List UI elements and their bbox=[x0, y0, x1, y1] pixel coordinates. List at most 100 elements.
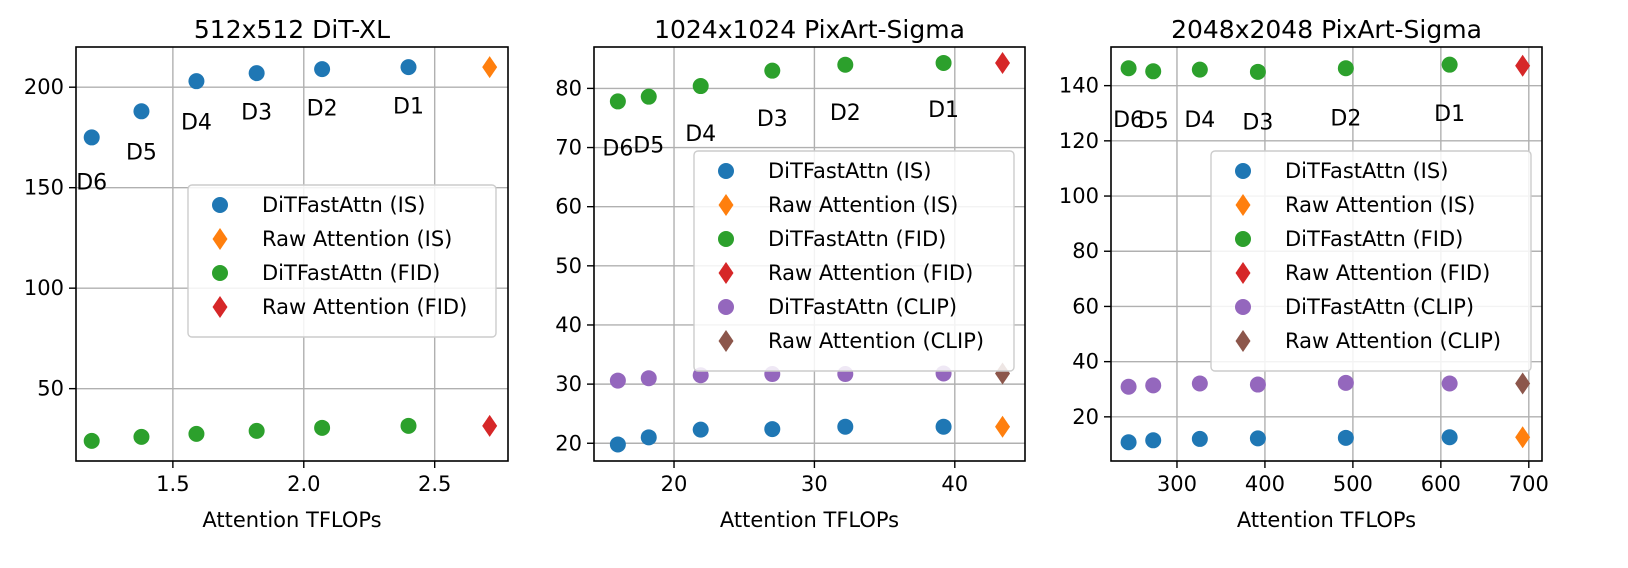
legend-label: Raw Attention (CLIP) bbox=[1285, 329, 1501, 353]
series-raw-attention-fid bbox=[1515, 54, 1531, 77]
series-raw-attention-clip bbox=[1515, 372, 1531, 395]
y-tick-label: 60 bbox=[555, 195, 582, 219]
data-point bbox=[764, 62, 781, 79]
legend-marker bbox=[212, 296, 228, 318]
legend-label: DiTFastAttn (FID) bbox=[262, 261, 440, 285]
data-point bbox=[1249, 430, 1266, 447]
x-tick-label: 700 bbox=[1509, 472, 1549, 496]
data-point bbox=[1145, 377, 1162, 394]
x-axis-label: Attention TFLOPs bbox=[1237, 508, 1416, 532]
y-tick-label: 100 bbox=[24, 276, 64, 300]
legend-label: DiTFastAttn (IS) bbox=[1285, 159, 1448, 183]
data-point bbox=[1120, 60, 1137, 77]
annotation-label: D6 bbox=[76, 171, 107, 196]
series-ditfastattn-is bbox=[1120, 429, 1458, 451]
data-point bbox=[1337, 429, 1354, 446]
series-ditfastattn-is bbox=[83, 59, 417, 146]
y-tick-label: 100 bbox=[1059, 184, 1099, 208]
series-ditfastattn-clip bbox=[1120, 374, 1458, 395]
data-point bbox=[248, 422, 265, 439]
legend: DiTFastAttn (IS) Raw Attention (IS) DiTFas… bbox=[187, 184, 497, 338]
data-point bbox=[1191, 375, 1208, 392]
series-raw-attention-is bbox=[1515, 426, 1531, 449]
data-point bbox=[640, 88, 657, 105]
data-point bbox=[482, 414, 498, 437]
x-tick-label: 30 bbox=[801, 472, 828, 496]
data-point bbox=[1441, 375, 1458, 392]
data-point bbox=[995, 51, 1011, 74]
legend-marker bbox=[1235, 262, 1251, 284]
legend-marker bbox=[718, 231, 734, 247]
annotation-label: D5 bbox=[633, 134, 664, 159]
annotation-label: D1 bbox=[1434, 102, 1465, 127]
data-point bbox=[314, 61, 331, 78]
subplot-2: 20 30 40 20 30 40 50 60 70 80 D6 D5 D4 D3 D2 D1 DiTFastA… bbox=[555, 15, 1026, 532]
series-ditfastattn-fid bbox=[83, 417, 417, 449]
data-point bbox=[1120, 378, 1137, 395]
legend-label: Raw Attention (FID) bbox=[262, 295, 467, 319]
legend: DiTFastAttn (IS) Raw Attention (IS) DiTFas… bbox=[1210, 150, 1532, 372]
annotation-label: D2 bbox=[307, 96, 338, 121]
legend-frame bbox=[1210, 150, 1532, 372]
data-point bbox=[188, 73, 205, 90]
legend-marker bbox=[212, 265, 228, 281]
data-point bbox=[1337, 60, 1354, 77]
annotation-label: D6 bbox=[602, 137, 633, 162]
series-raw-attention-fid bbox=[482, 414, 498, 437]
data-point bbox=[692, 78, 709, 95]
legend-marker bbox=[212, 228, 228, 250]
legend-label: Raw Attention (IS) bbox=[768, 193, 958, 217]
x-axis-label: Attention TFLOPs bbox=[720, 508, 899, 532]
data-point bbox=[692, 421, 709, 438]
y-tick-label: 20 bbox=[1072, 405, 1099, 429]
data-point bbox=[1337, 374, 1354, 391]
legend-marker bbox=[718, 299, 734, 315]
series-ditfastattn-fid bbox=[1120, 56, 1458, 80]
data-point bbox=[1191, 430, 1208, 447]
y-tick-label: 70 bbox=[555, 136, 582, 160]
data-point bbox=[400, 417, 417, 434]
y-tick-label: 50 bbox=[555, 254, 582, 278]
annotation-label: D2 bbox=[830, 101, 861, 126]
data-point bbox=[640, 370, 657, 387]
x-tick-label: 2.5 bbox=[418, 472, 451, 496]
data-point bbox=[400, 59, 417, 76]
data-point bbox=[837, 418, 854, 435]
series-raw-attention-fid bbox=[995, 51, 1011, 74]
series-raw-attention-is bbox=[995, 415, 1011, 438]
data-point bbox=[83, 432, 100, 449]
y-tick-label: 140 bbox=[1059, 74, 1099, 98]
legend-label: Raw Attention (FID) bbox=[1285, 261, 1490, 285]
y-tick-label: 80 bbox=[1072, 239, 1099, 263]
series-ditfastattn-is bbox=[609, 418, 952, 453]
subplot-1: 1.5 2.0 2.5 50 100 150 200 D6 D5 D4 D3 D2 D1 DiTFastA… bbox=[24, 15, 509, 532]
y-tick-label: 50 bbox=[37, 377, 64, 401]
data-point bbox=[935, 418, 952, 435]
legend-label: DiTFastAttn (IS) bbox=[262, 193, 425, 217]
legend-label: DiTFastAttn (FID) bbox=[1285, 227, 1463, 251]
legend-marker bbox=[718, 330, 734, 352]
data-point bbox=[133, 103, 150, 120]
legend-frame bbox=[693, 150, 1015, 372]
data-point bbox=[837, 56, 854, 73]
data-point bbox=[1249, 376, 1266, 393]
data-point bbox=[764, 421, 781, 438]
x-tick-label: 300 bbox=[1157, 472, 1197, 496]
y-tick-label: 60 bbox=[1072, 294, 1099, 318]
y-tick-label: 150 bbox=[24, 176, 64, 200]
y-tick-label: 20 bbox=[555, 431, 582, 455]
subplot-title: 1024x1024 PixArt-Sigma bbox=[654, 15, 965, 44]
legend-label: Raw Attention (CLIP) bbox=[768, 329, 984, 353]
legend-frame bbox=[187, 184, 497, 338]
data-point bbox=[133, 428, 150, 445]
data-point bbox=[1441, 429, 1458, 446]
x-tick-label: 1.5 bbox=[156, 472, 189, 496]
data-point bbox=[1120, 434, 1137, 451]
data-point bbox=[609, 372, 626, 389]
data-point bbox=[935, 54, 952, 71]
x-axis-label: Attention TFLOPs bbox=[202, 508, 381, 532]
series-raw-attention-is bbox=[482, 56, 498, 79]
data-point bbox=[314, 419, 331, 436]
axes-frame bbox=[1110, 46, 1543, 462]
